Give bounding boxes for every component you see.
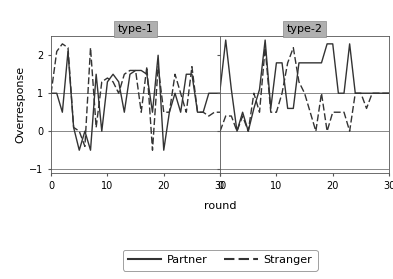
Y-axis label: Overresponse: Overresponse xyxy=(15,66,25,143)
Text: round: round xyxy=(204,201,236,211)
Legend: Partner, Stranger: Partner, Stranger xyxy=(123,249,318,271)
Title: type-2: type-2 xyxy=(286,24,323,34)
Title: type-1: type-1 xyxy=(118,24,154,34)
